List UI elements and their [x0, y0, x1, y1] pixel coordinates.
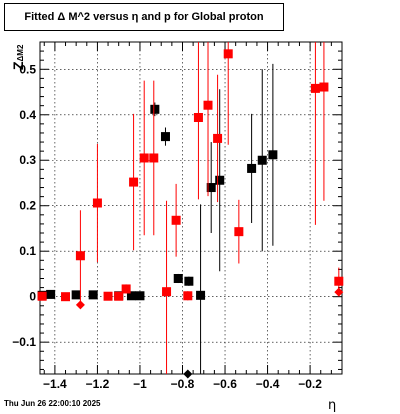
- y-tick-label: 0: [29, 290, 36, 304]
- data-point-diamond: [75, 300, 85, 310]
- data-point: [135, 291, 145, 301]
- data-point: [126, 291, 136, 301]
- y-tick-label: 0.4: [19, 108, 36, 122]
- y-tick-label: −0.1: [12, 335, 36, 349]
- data-point: [129, 177, 139, 187]
- x-tick-label: −0.4: [256, 377, 280, 391]
- y-axis-label-subscript: ΔM2: [16, 44, 25, 62]
- data-point: [139, 153, 149, 163]
- y-tick-label: 0.2: [19, 199, 36, 213]
- data-point: [247, 163, 257, 173]
- data-point: [223, 49, 233, 59]
- data-point: [88, 290, 98, 300]
- plot-frame: [39, 41, 343, 375]
- data-point: [184, 276, 194, 286]
- data-point: [71, 290, 81, 300]
- data-point: [203, 100, 213, 110]
- data-point: [183, 291, 193, 301]
- data-point: [114, 291, 124, 301]
- data-point: [75, 251, 85, 261]
- data-point: [162, 287, 172, 297]
- data-point: [234, 227, 244, 237]
- data-point: [334, 276, 344, 286]
- axes: −1.4 −1.2 −1 −0.8 −0.6 −0.4 −0.2 −0.1 0 0.1 0.2 0.3…: [12, 41, 343, 391]
- y-tick-label: 0.1: [19, 244, 36, 258]
- data-point: [37, 291, 47, 301]
- data-point: [46, 289, 56, 299]
- data-point: [173, 273, 183, 283]
- x-tick-label: −0.2: [298, 377, 322, 391]
- data-point: [193, 112, 203, 122]
- data-point: [268, 150, 278, 160]
- data-point: [213, 133, 223, 143]
- grid-lines: [40, 42, 342, 374]
- chart-title: Fitted Δ M^2 versus η and p for Global p…: [4, 3, 284, 31]
- data-point: [103, 291, 113, 301]
- data-point: [257, 155, 267, 165]
- data-points: [37, 42, 344, 379]
- x-tick-label: −0.8: [171, 377, 195, 391]
- data-point: [310, 83, 320, 93]
- data-point: [171, 215, 181, 225]
- y-axis-label: ZΔM2: [4, 40, 34, 70]
- data-point: [319, 82, 329, 92]
- x-tick-label: −1: [133, 377, 147, 391]
- x-tick-label: −1.4: [43, 377, 67, 391]
- data-point: [149, 153, 159, 163]
- data-point: [61, 292, 71, 302]
- y-axis-label-main: Z: [10, 61, 26, 70]
- data-point-diamond: [183, 369, 193, 379]
- x-tick-label: −1.2: [86, 377, 110, 391]
- data-point: [150, 104, 160, 114]
- data-point: [206, 183, 216, 193]
- x-axis-label: η: [328, 398, 337, 413]
- x-tick-label: −0.6: [213, 377, 237, 391]
- data-point: [121, 284, 131, 294]
- y-tick-label: 0.5: [19, 62, 36, 76]
- y-tick-label: 0.3: [19, 153, 36, 167]
- data-point: [196, 290, 206, 300]
- data-point-diamond: [334, 287, 344, 297]
- data-point: [92, 198, 102, 208]
- data-point: [215, 175, 225, 185]
- data-point: [160, 132, 170, 142]
- timestamp: Thu Jun 26 22:00:10 2025: [4, 399, 101, 408]
